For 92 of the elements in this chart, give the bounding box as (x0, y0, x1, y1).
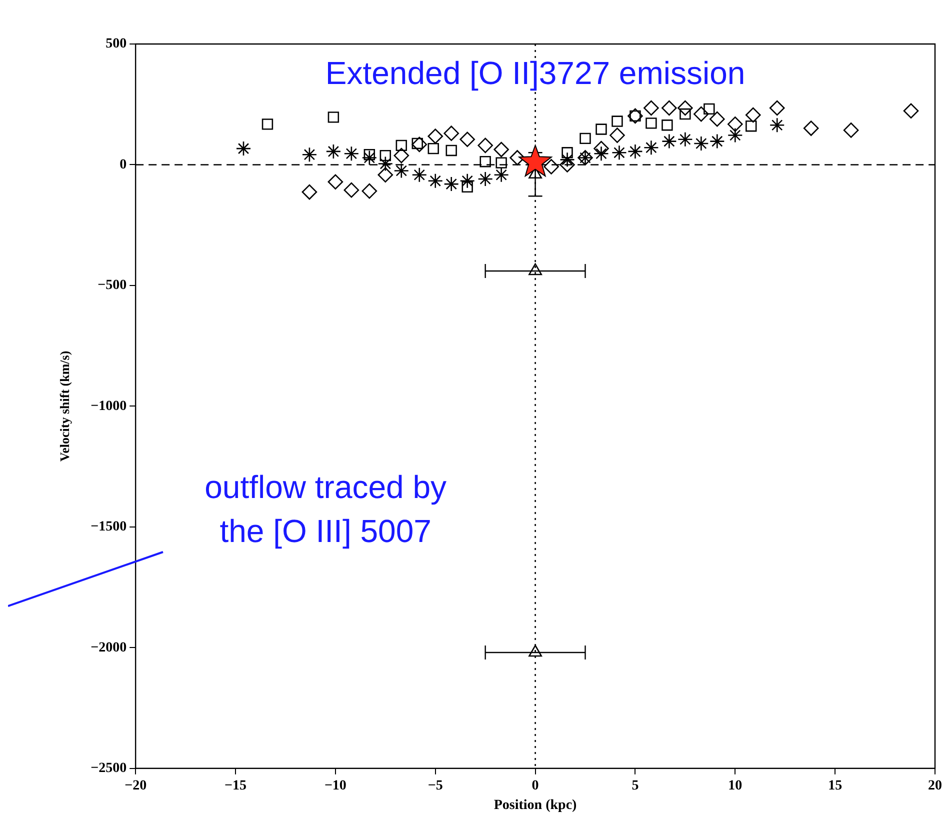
point (396, 140, 407, 152)
point (694, 136, 709, 152)
annotation: Extended [O II]3727 emission (325, 54, 746, 91)
point (528, 263, 542, 276)
point (446, 144, 457, 156)
point (710, 111, 725, 127)
point (694, 106, 709, 122)
point (480, 156, 491, 168)
point (644, 140, 659, 156)
point (344, 146, 360, 162)
point (262, 118, 274, 130)
point (746, 120, 757, 132)
point (769, 100, 785, 116)
y-tick-label: −1000 (90, 398, 127, 414)
point (594, 146, 609, 162)
point (644, 100, 659, 116)
point (560, 152, 575, 168)
point (704, 103, 715, 115)
y-tick-label: −500 (98, 278, 127, 294)
point (478, 171, 493, 187)
point (662, 134, 677, 149)
point (745, 107, 761, 123)
point (903, 103, 919, 119)
point (428, 142, 439, 154)
point (628, 144, 643, 160)
point (662, 100, 677, 116)
point (580, 132, 591, 144)
point (328, 174, 344, 190)
y-tick-label: −2000 (90, 640, 127, 656)
point (344, 182, 360, 198)
point (594, 140, 609, 156)
point (803, 120, 819, 136)
point (444, 176, 459, 192)
point (380, 150, 391, 162)
point (528, 644, 542, 657)
point (444, 126, 459, 141)
point (236, 140, 252, 156)
point (612, 145, 627, 160)
x-axis-title: Position (kpc) (494, 798, 578, 814)
point (544, 159, 559, 174)
y-axis-title: Velocity shift (km/s) (57, 350, 72, 462)
point (362, 150, 378, 166)
point (612, 116, 623, 127)
x-tick-label: −20 (124, 778, 147, 794)
point (378, 156, 394, 172)
x-tick-label: 20 (928, 778, 942, 794)
annotation: outflow traced by the [O III] 5007 (204, 468, 447, 549)
point (662, 120, 673, 131)
point (678, 132, 693, 148)
point (462, 181, 473, 193)
point (428, 173, 444, 189)
point (478, 138, 493, 154)
point (326, 144, 342, 160)
point (596, 124, 607, 135)
point (496, 157, 507, 168)
point (378, 167, 394, 183)
point (678, 100, 693, 116)
point (610, 128, 625, 143)
x-tick-label: 10 (728, 778, 742, 794)
point (362, 183, 378, 199)
y-tick-label: 500 (106, 36, 127, 52)
point (328, 112, 340, 123)
x-tick-label: −5 (428, 778, 443, 794)
point (843, 122, 859, 138)
point (428, 128, 444, 144)
x-tick-label: 0 (532, 778, 539, 794)
point (364, 148, 376, 160)
point (302, 146, 318, 162)
point (494, 142, 509, 158)
point (394, 148, 410, 164)
point (394, 163, 410, 178)
x-tick-label: −10 (324, 778, 346, 794)
point (646, 118, 657, 129)
x-tick-label: 5 (632, 778, 639, 794)
y-tick-label: 0 (120, 157, 127, 172)
point (460, 173, 475, 189)
point (460, 132, 475, 148)
point (710, 134, 725, 149)
point (769, 117, 785, 133)
y-tick-label: −1500 (90, 520, 127, 535)
point (727, 116, 743, 132)
x-tick-label: −15 (224, 778, 246, 794)
point (727, 128, 743, 143)
point (494, 167, 509, 183)
point (560, 157, 575, 172)
x-tick-label: 15 (828, 778, 842, 794)
y-tick-label: −2500 (90, 761, 127, 776)
point (510, 150, 525, 166)
point (412, 167, 428, 183)
point (562, 147, 573, 158)
point (302, 184, 318, 200)
point (412, 136, 428, 152)
